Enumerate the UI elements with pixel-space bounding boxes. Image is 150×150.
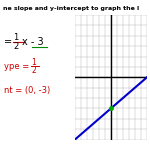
- Text: =: =: [4, 37, 15, 47]
- Text: 2: 2: [14, 42, 19, 51]
- Text: ne slope and y-intercept to graph the l: ne slope and y-intercept to graph the l: [3, 6, 139, 11]
- Text: ype =: ype =: [4, 62, 32, 71]
- Text: 1: 1: [32, 58, 36, 67]
- Text: x - 3: x - 3: [22, 37, 44, 47]
- Text: 2: 2: [32, 66, 36, 75]
- Text: nt = (0, -3): nt = (0, -3): [4, 86, 50, 95]
- Text: 1: 1: [14, 33, 19, 42]
